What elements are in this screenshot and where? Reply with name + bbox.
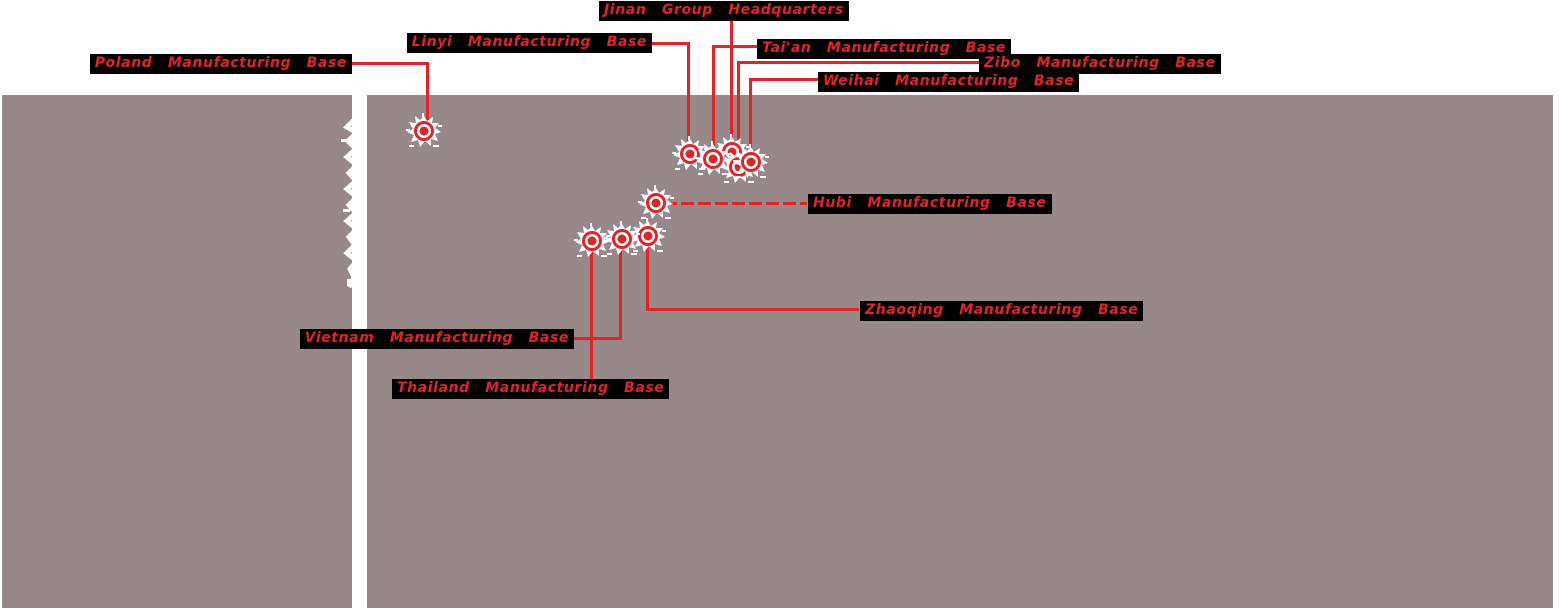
connector-line-thailand — [590, 249, 593, 379]
connector-line-poland — [426, 62, 429, 122]
site-marker-zhaoqing[interactable] — [630, 218, 666, 254]
location-pin-icon — [733, 144, 769, 178]
location-pin-icon — [604, 221, 640, 255]
location-pin-icon — [406, 113, 442, 147]
site-label-taian: Tai'an Manufacturing Base — [757, 39, 1012, 59]
connector-line-vietnam — [619, 247, 622, 340]
connector-line-zhaoqing — [646, 243, 649, 311]
site-label-hubi: Hubi Manufacturing Base — [808, 194, 1052, 214]
connector-line-poland — [350, 62, 429, 65]
connector-line-jinan — [730, 20, 733, 144]
connector-line-zibo — [737, 61, 980, 64]
connector-line-weihai — [749, 78, 819, 81]
connector-line-zibo — [737, 61, 740, 159]
map-tear-zigzag-icon — [341, 119, 363, 289]
site-label-weihai: Weihai Manufacturing Base — [818, 72, 1080, 92]
site-label-poland: Poland Manufacturing Base — [89, 54, 352, 74]
connector-line-taian — [712, 45, 758, 48]
site-marker-thailand[interactable] — [574, 223, 610, 259]
site-label-vietnam: Vietnam Manufacturing Base — [299, 329, 574, 349]
location-pin-icon — [695, 141, 731, 175]
site-label-jinan: Jinan Group Headquarters — [599, 1, 849, 21]
site-marker-vietnam[interactable] — [604, 221, 640, 257]
site-marker-poland[interactable] — [406, 113, 442, 149]
connector-line-vietnam — [574, 337, 622, 340]
site-label-thailand: Thailand Manufacturing Base — [392, 379, 670, 399]
connector-line-linyi — [652, 42, 690, 45]
map-panel-west — [2, 95, 352, 608]
site-marker-taian[interactable] — [695, 141, 731, 177]
connector-line-hubi — [664, 202, 807, 205]
connector-line-taian — [712, 45, 715, 151]
location-pin-icon — [638, 185, 674, 219]
connector-line-weihai — [749, 78, 752, 154]
site-label-zhaoqing: Zhaoqing Manufacturing Base — [860, 301, 1144, 321]
site-marker-weihai[interactable] — [733, 144, 769, 180]
location-pin-icon — [574, 223, 610, 257]
map-panel-east — [367, 95, 1553, 608]
connector-line-zhaoqing — [646, 308, 859, 311]
location-pin-icon — [630, 218, 666, 252]
site-label-zibo: Zibo Manufacturing Base — [979, 54, 1221, 74]
site-marker-hubi[interactable] — [638, 185, 674, 221]
site-label-linyi: Linyi Manufacturing Base — [406, 33, 652, 53]
connector-line-linyi — [687, 42, 690, 146]
